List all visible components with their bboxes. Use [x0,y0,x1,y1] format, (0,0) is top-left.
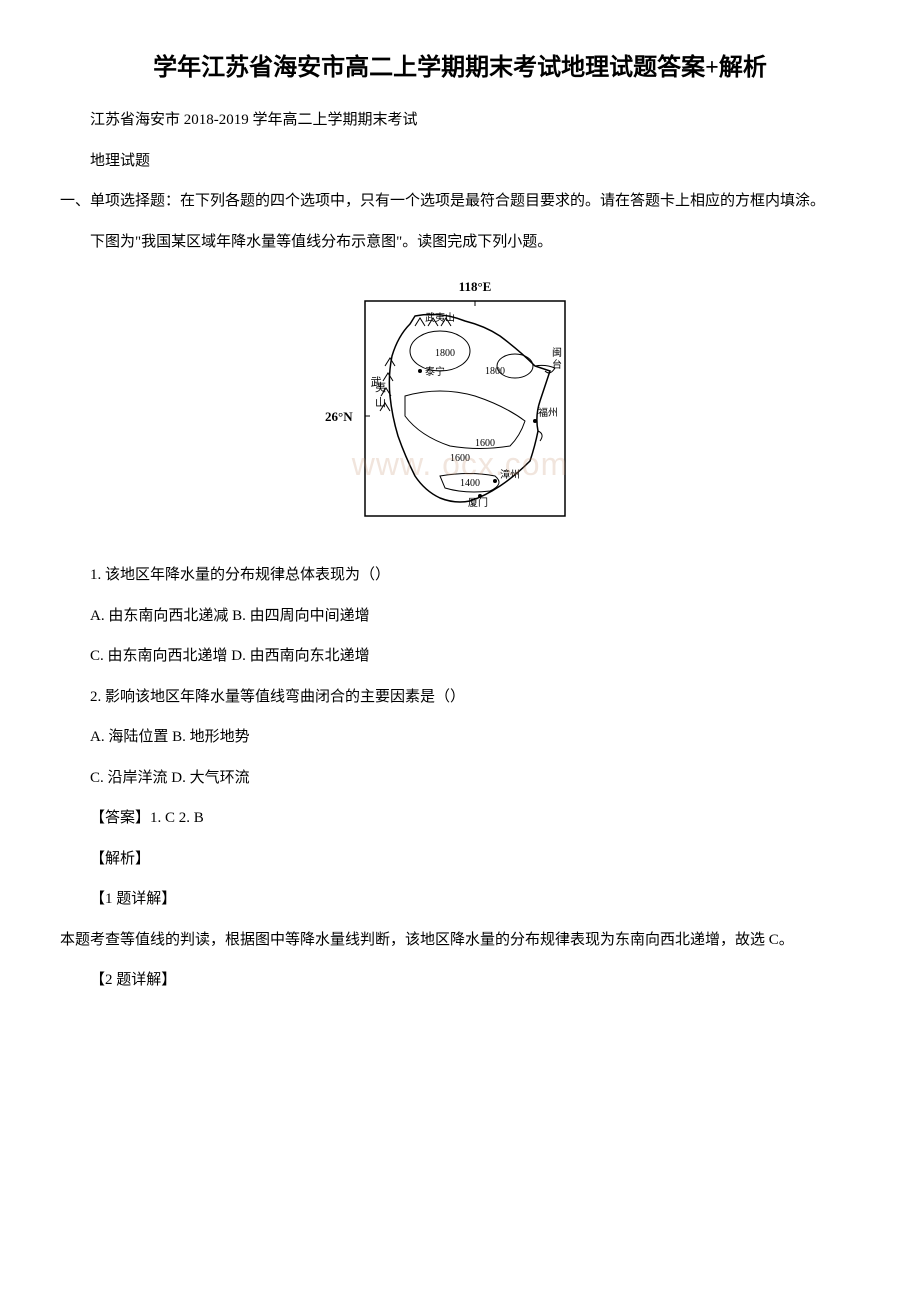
latitude-label: 26°N [325,409,353,424]
city-xiamen: 厦门 [468,496,488,509]
city-label-right-2: 台 [552,358,562,371]
question1-options-ab: A. 由东南向西北递减 B. 由四周向中间递增 [60,602,860,631]
longitude-label: 118°E [459,279,492,294]
question2-options-cd: C. 沿岸洋流 D. 大气环流 [60,764,860,793]
map-figure: 118°E 26°N 武夷山 武 夷 山 [60,276,860,541]
instruction: 一、单项选择题：在下列各题的四个选项中，只有一个选项是最符合题目要求的。请在答题… [60,187,860,216]
contour-1800-a: 1800 [435,348,455,359]
question2-options-ab: A. 海陆位置 B. 地形地势 [60,723,860,752]
question1-stem: 1. 该地区年降水量的分布规律总体表现为（） [60,561,860,590]
city-label-right: 闽 [552,346,562,359]
mountain-left-label-3: 山 [375,396,386,409]
page-title: 学年江苏省海安市高二上学期期末考试地理试题答案+解析 [60,50,860,86]
analysis-label: 【解析】 [60,845,860,874]
contour-1400: 1400 [460,478,480,489]
contour-1600-b: 1600 [450,453,470,464]
context: 下图为"我国某区域年降水量等值线分布示意图"。读图完成下列小题。 [60,228,860,257]
question1-options-cd: C. 由东南向西北递增 D. 由西南向东北递增 [60,642,860,671]
analysis1-label: 【1 题详解】 [60,885,860,914]
question2-stem: 2. 影响该地区年降水量等值线弯曲闭合的主要因素是（） [60,683,860,712]
precipitation-map: 118°E 26°N 武夷山 武 夷 山 [320,276,600,536]
analysis2-label: 【2 题详解】 [60,966,860,995]
contour-1600-a: 1600 [475,438,495,449]
analysis1-text: 本题考查等值线的判读，根据图中等降水量线判断，该地区降水量的分布规律表现为东南向… [60,926,860,955]
subtitle: 江苏省海安市 2018-2019 学年高二上学期期末考试 [60,106,860,135]
mountain-left-label-2: 夷 [375,381,386,394]
city-zhangzhou: 漳州 [500,468,520,481]
city-taining: 泰宁 [425,365,445,378]
subject: 地理试题 [60,147,860,176]
contour-1800-b: 1800 [485,366,505,377]
mountain-top-label: 武夷山 [425,311,455,324]
answer: 【答案】1. C 2. B [60,804,860,833]
city-fuzhou: 福州 [538,406,558,419]
